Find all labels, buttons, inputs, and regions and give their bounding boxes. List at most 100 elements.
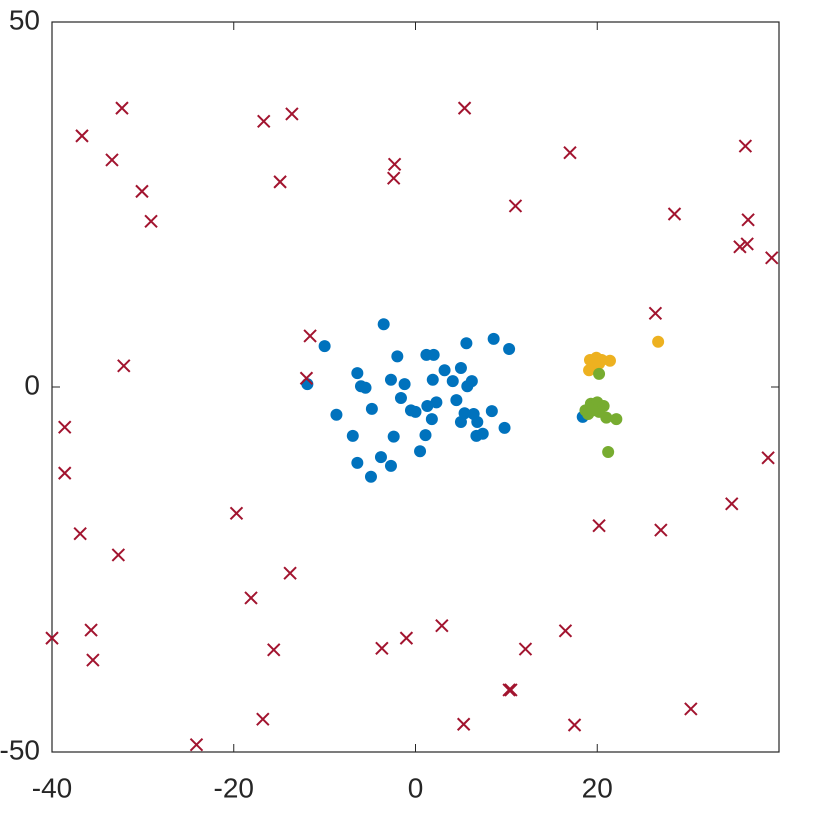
dot-marker [446, 375, 459, 388]
dot-marker [610, 413, 623, 426]
cross-marker [592, 518, 606, 533]
dot-marker [377, 318, 390, 331]
dot-marker [351, 367, 364, 380]
y-tick-label: 50 [9, 4, 40, 35]
x-tick-label: -20 [214, 772, 254, 803]
cross-marker [117, 359, 131, 373]
cross-marker [45, 631, 59, 645]
dot-marker [427, 348, 440, 361]
dot-marker [593, 367, 606, 380]
cross-marker [58, 420, 72, 434]
cross-marker [375, 641, 389, 656]
cross-marker [761, 451, 775, 465]
dot-marker [414, 445, 427, 458]
dot-marker [374, 451, 387, 464]
dot-marker [384, 459, 397, 472]
dot-marker [359, 381, 372, 394]
dot-marker [593, 357, 606, 370]
cross-marker [73, 527, 87, 541]
cross-marker [299, 371, 314, 385]
cross-marker [558, 624, 573, 638]
dot-marker [346, 429, 359, 442]
cross-marker [267, 643, 281, 657]
cross-marker [457, 101, 472, 115]
dot-marker [394, 391, 407, 404]
dot-marker [454, 362, 467, 375]
dot-marker [487, 332, 500, 345]
cross-marker [256, 712, 270, 726]
dot-marker [430, 396, 443, 409]
cross-marker [283, 566, 297, 580]
dot-marker [603, 354, 616, 367]
dot-marker [425, 413, 438, 426]
dot-marker [460, 337, 473, 350]
cross-marker [84, 623, 98, 637]
cross-marker [386, 171, 401, 185]
y-tick-label: -50 [0, 734, 40, 765]
cross-marker [273, 175, 287, 189]
dot-marker [586, 404, 599, 417]
dot-marker [652, 335, 665, 348]
x-tick-label: 0 [408, 772, 424, 803]
dot-marker [498, 421, 511, 434]
cross-marker [684, 702, 698, 716]
dot-marker [391, 350, 404, 363]
dot-marker [602, 445, 615, 458]
cross-marker [733, 240, 747, 254]
dot-marker [471, 416, 484, 429]
cross-marker [144, 214, 158, 228]
dot-marker [398, 378, 411, 391]
cross-marker [115, 101, 129, 115]
dot-marker [318, 340, 331, 353]
cross-marker [75, 129, 89, 143]
dot-marker [421, 399, 434, 412]
cross-marker [387, 157, 402, 172]
cross-marker [567, 718, 582, 732]
y-tick-label: 0 [24, 369, 40, 400]
dot-marker [351, 456, 364, 469]
cross-marker [229, 506, 244, 520]
dot-marker [503, 343, 516, 356]
dot-marker [419, 429, 432, 442]
cross-marker [648, 306, 663, 320]
cross-marker [244, 591, 258, 605]
cross-marker [508, 199, 523, 213]
dot-marker [364, 470, 377, 483]
cross-marker [502, 683, 516, 697]
dot-marker [438, 364, 451, 377]
cross-marker [86, 653, 100, 667]
cross-marker [741, 213, 755, 227]
cross-marker [667, 207, 682, 221]
dot-marker [465, 375, 478, 388]
cross-marker [285, 107, 299, 121]
x-tick-label: -40 [32, 772, 72, 803]
dot-marker [330, 408, 343, 421]
cross-marker [725, 497, 739, 511]
dot-marker [600, 411, 613, 424]
cross-marker [740, 237, 754, 251]
cross-marker [399, 631, 414, 645]
cross-marker [189, 737, 204, 752]
cross-marker [105, 153, 119, 167]
axes-box [51, 21, 780, 753]
cross-marker [435, 619, 449, 633]
dot-marker [454, 416, 467, 429]
dot-marker [365, 402, 378, 415]
x-tick-label: 20 [582, 772, 613, 803]
cross-marker [518, 642, 533, 656]
cross-marker [765, 251, 779, 265]
cross-marker [111, 548, 126, 562]
cross-marker [58, 466, 72, 480]
cross-marker [135, 184, 149, 199]
cross-marker [257, 114, 271, 128]
cross-marker [456, 717, 471, 731]
cross-marker [654, 523, 668, 537]
dot-marker [384, 373, 397, 386]
dot-marker [485, 405, 498, 418]
dot-marker [450, 394, 463, 407]
cross-marker [504, 683, 518, 697]
cross-marker [563, 145, 577, 160]
dot-marker [426, 373, 439, 386]
